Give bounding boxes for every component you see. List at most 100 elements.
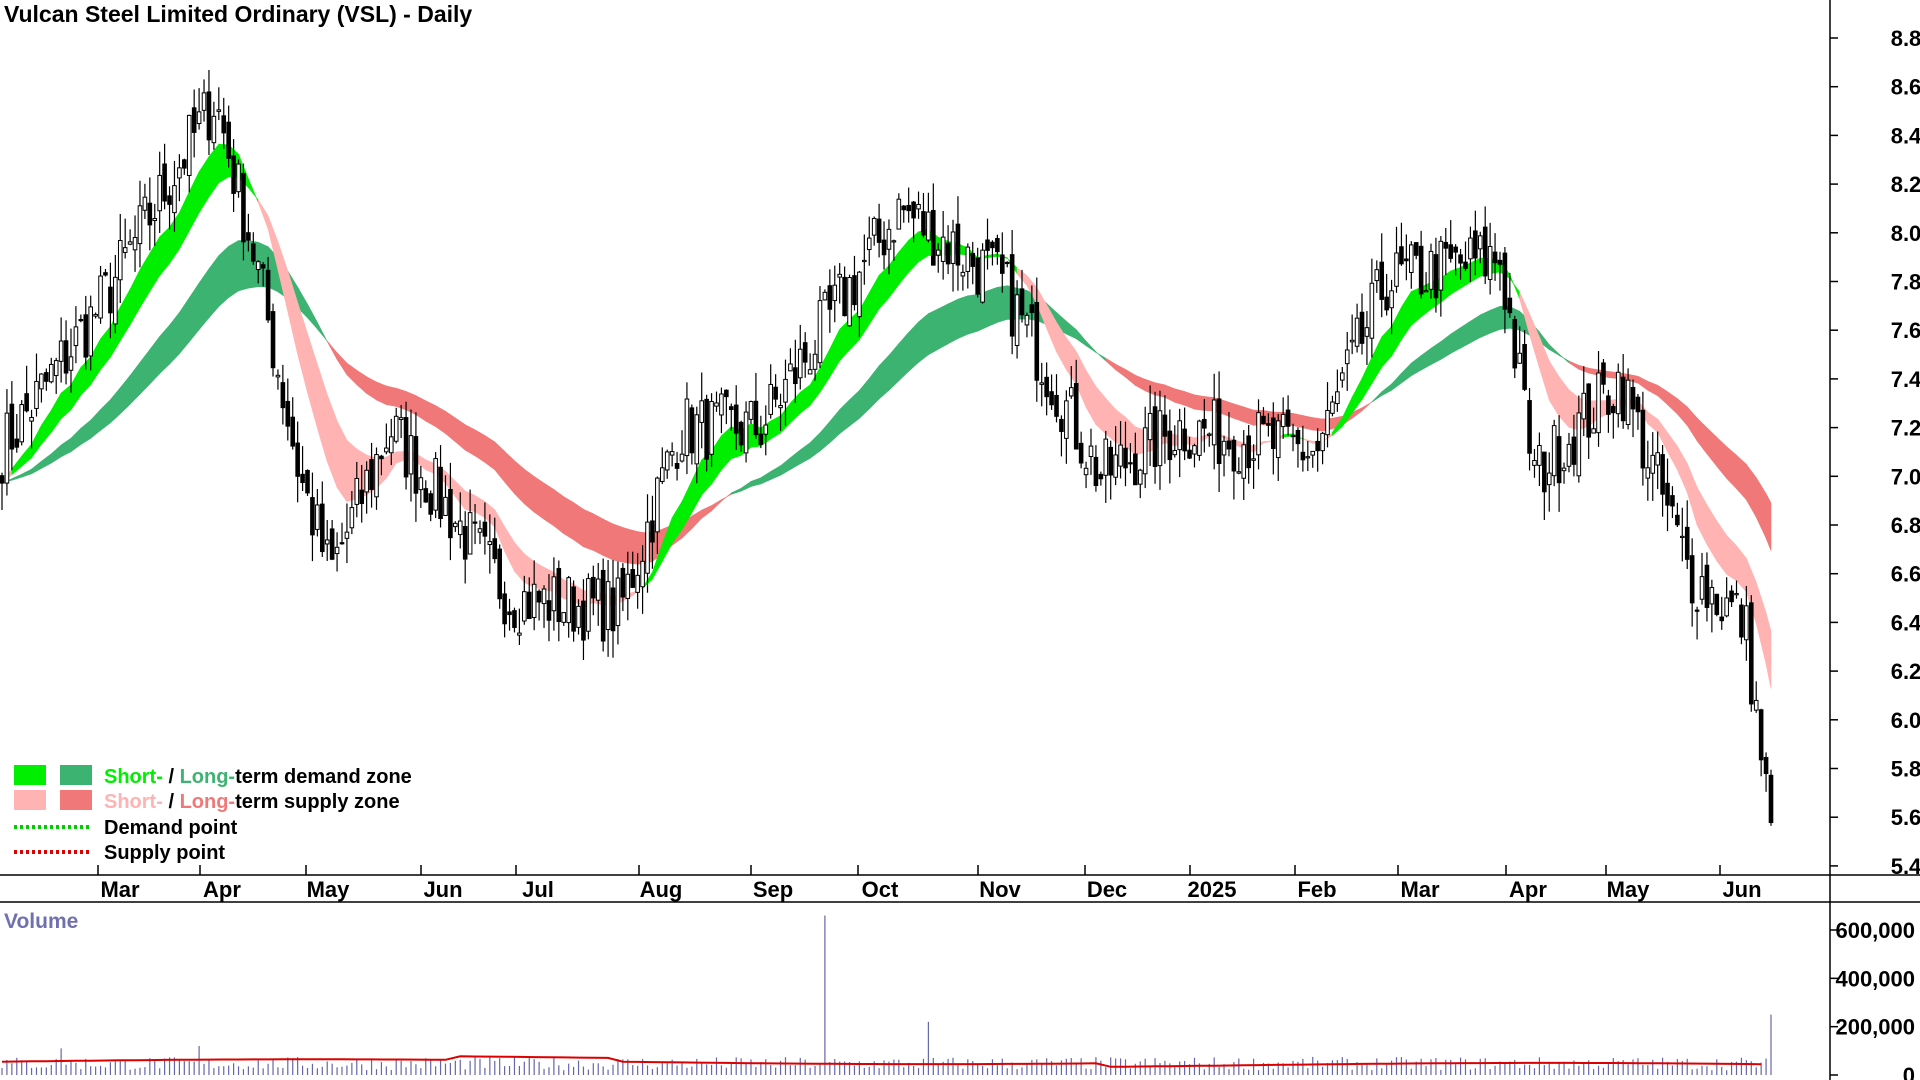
long-term-zone-segment <box>484 434 496 471</box>
candle-body <box>374 454 379 498</box>
price-tick-label: 8.6 <box>1891 75 1920 100</box>
short-term-zone-segment <box>21 443 32 467</box>
candle-body <box>211 115 217 144</box>
long-term-zone-segment <box>1440 333 1451 360</box>
candle-body <box>285 400 291 427</box>
candle-body <box>595 578 601 601</box>
short-term-zone-segment <box>1342 396 1353 428</box>
short-term-zone-segment <box>1549 360 1560 418</box>
candle-body <box>1635 396 1641 413</box>
candle-body <box>507 611 512 616</box>
long-term-zone-segment <box>218 245 229 308</box>
short-term-zone-segment <box>159 226 170 277</box>
short-term-zone-segment <box>70 366 82 411</box>
long-term-zone-segment <box>11 473 23 481</box>
candle-body <box>684 398 690 457</box>
candle-body <box>1502 252 1508 310</box>
long-term-zone-segment <box>711 499 722 512</box>
candle-body <box>669 451 675 456</box>
candle-body <box>645 521 650 574</box>
long-term-zone-segment <box>967 294 979 335</box>
long-term-zone-segment <box>1105 357 1116 371</box>
candle-body <box>576 605 581 628</box>
time-axis: Mar Apr May Jun Jul Aug Sep Oct Nov Dec 2025 Feb Mar… <box>97 865 1762 902</box>
long-term-zone-segment <box>1716 436 1727 480</box>
price-tick-label: 7.8 <box>1891 270 1920 295</box>
candle-body <box>733 404 739 434</box>
candle-body <box>630 569 636 588</box>
candle-body <box>142 196 148 211</box>
candle-body <box>561 612 567 623</box>
candle-body <box>462 526 468 560</box>
long-term-zone-segment <box>928 308 939 356</box>
short-term-zone-segment <box>504 525 515 572</box>
candle-body <box>177 167 182 179</box>
legend-long-part: Long- <box>180 791 236 813</box>
candle-body <box>1645 467 1651 479</box>
long-term-zone-segment <box>356 369 367 395</box>
long-term-zone-segment <box>1460 320 1471 349</box>
candles <box>0 69 1774 826</box>
candle-body <box>1029 304 1035 314</box>
candle-body <box>541 588 547 605</box>
candle-body <box>1394 252 1399 287</box>
long-term-zone-segment <box>612 523 624 563</box>
candle-body <box>339 542 345 545</box>
candle-body <box>39 373 44 390</box>
candle-body <box>1330 401 1335 414</box>
long-term-zone-segment <box>1686 406 1698 442</box>
candle-body <box>822 291 828 301</box>
long-term-zone-segment <box>169 311 180 365</box>
long-term-zone-segment <box>1657 384 1668 406</box>
long-term-zone-segment <box>543 482 555 527</box>
candle-body <box>1310 450 1316 456</box>
long-term-zone-segment <box>691 509 703 530</box>
candle-body <box>1753 699 1759 711</box>
candle-body <box>536 590 542 603</box>
candle-body <box>231 155 236 194</box>
candle-body <box>1739 604 1744 638</box>
candle-body <box>517 632 522 636</box>
candle-body <box>1423 290 1429 293</box>
short-term-zone-segment <box>257 198 269 230</box>
legend-label: Short- / Long-term supply zone <box>104 791 400 813</box>
short-term-zone-segment <box>129 269 141 326</box>
candle-body <box>1290 434 1296 438</box>
legend-long-part: Long- <box>180 766 236 788</box>
long-term-zone-segment <box>809 432 821 459</box>
short-term-zone-segment <box>277 241 289 312</box>
candle-body <box>1024 314 1030 326</box>
candle-body <box>1349 339 1355 343</box>
candle-body <box>522 591 527 622</box>
time-tick-label: Jul <box>522 877 554 902</box>
candle-body <box>1675 514 1680 526</box>
candle-body <box>1266 423 1271 426</box>
long-term-zone-segment <box>1765 493 1772 551</box>
candle-body <box>1093 456 1099 487</box>
candle-body <box>369 459 374 490</box>
candle-body <box>1724 597 1729 617</box>
long-term-zone-segment <box>592 513 604 556</box>
candle-body <box>1620 376 1626 422</box>
price-tick-label: 5.8 <box>1891 757 1920 782</box>
short-term-zone-segment <box>514 541 525 584</box>
candle-body <box>1280 413 1286 428</box>
short-term-zone-segment <box>1667 431 1678 471</box>
candle-body <box>1615 371 1621 415</box>
time-tick-label: Apr <box>1509 877 1547 902</box>
candle-body <box>453 522 458 528</box>
candle-body <box>1113 454 1118 478</box>
price-tick-label: 6.2 <box>1891 659 1920 684</box>
time-tick-label: Aug <box>640 877 683 902</box>
long-term-zone-segment <box>1568 360 1580 370</box>
long-term-zone-segment <box>553 488 565 535</box>
long-term-zone-segment <box>888 342 900 392</box>
price-tick-label: 8.0 <box>1891 221 1920 246</box>
candle-body <box>980 249 985 303</box>
price-tick-label: 8.8 <box>1891 26 1920 51</box>
candle-body <box>398 417 404 420</box>
candle-body <box>196 111 202 125</box>
long-term-zone-segment <box>514 460 525 505</box>
long-term-zone-segment <box>583 508 594 551</box>
